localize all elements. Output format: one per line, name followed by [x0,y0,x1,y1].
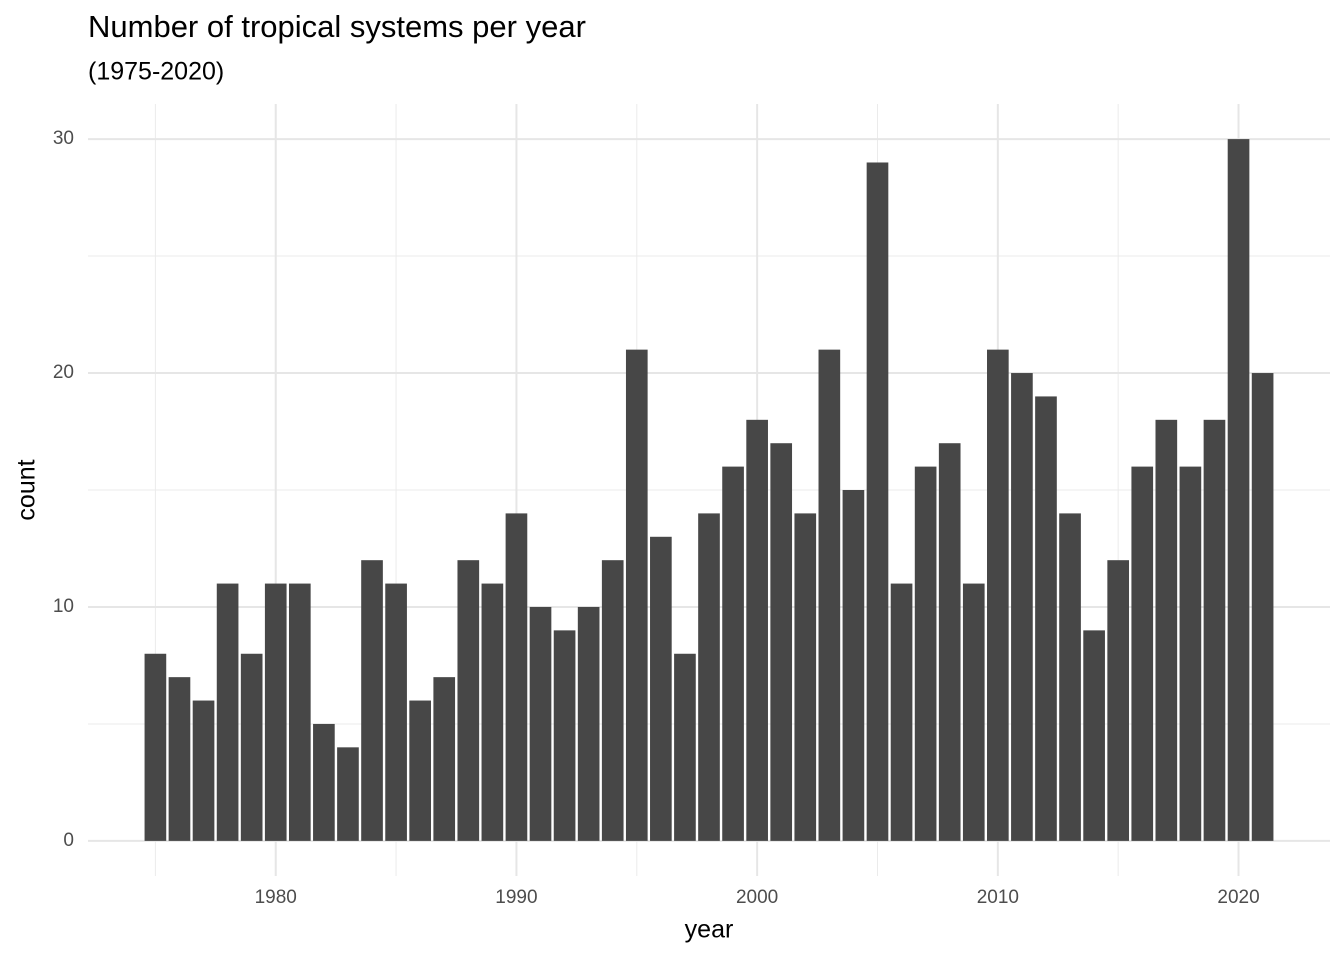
chart-title: Number of tropical systems per year [88,9,586,44]
bar [1083,630,1105,841]
bar [337,747,359,841]
x-tick-label: 2010 [977,887,1019,908]
y-tick-label: 20 [53,362,74,383]
bar [361,560,383,841]
bar [1059,513,1081,841]
bar [698,513,720,841]
bar [1107,560,1130,841]
bar [987,349,1009,841]
bar [240,653,263,841]
bar [216,583,239,841]
bar [818,349,841,841]
y-axis-title: count [13,459,41,520]
bar [409,700,431,841]
bar [746,419,768,841]
bar [313,723,335,841]
x-tick-label: 1990 [495,887,537,908]
bar [1155,419,1178,841]
bar [1035,396,1057,841]
bar [1227,139,1250,841]
bar [890,583,913,841]
bar [938,443,961,841]
bar [1179,466,1202,841]
x-tick-label: 1980 [255,887,297,908]
bar [625,349,648,841]
bar [505,513,528,841]
bar [433,677,456,841]
chart-subtitle: (1975-2020) [88,58,224,86]
x-tick-label: 2000 [736,887,778,908]
bar [1011,373,1033,841]
bar [457,560,480,841]
y-tick-label: 30 [53,128,74,149]
bar [674,653,696,841]
x-axis-title: year [685,916,734,944]
bar [577,606,600,841]
x-tick-label: 2020 [1217,887,1259,908]
y-tick-label: 10 [53,596,74,617]
bar [1203,419,1226,841]
bar [529,606,552,841]
bar [385,583,407,841]
bar [264,583,287,841]
bar [962,583,985,841]
bar [770,443,793,841]
y-tick-label: 0 [63,830,74,851]
bar [914,466,937,841]
bar [288,583,311,841]
bar [866,162,889,841]
bar [481,583,504,841]
bar [842,490,865,841]
bar [192,700,215,841]
bar [553,630,576,841]
bar [601,560,624,841]
bar [168,677,191,841]
bar [650,536,672,841]
bar [1131,466,1154,841]
bar [722,466,744,841]
bar [794,513,817,841]
bar [1251,373,1274,841]
bar [144,653,167,841]
